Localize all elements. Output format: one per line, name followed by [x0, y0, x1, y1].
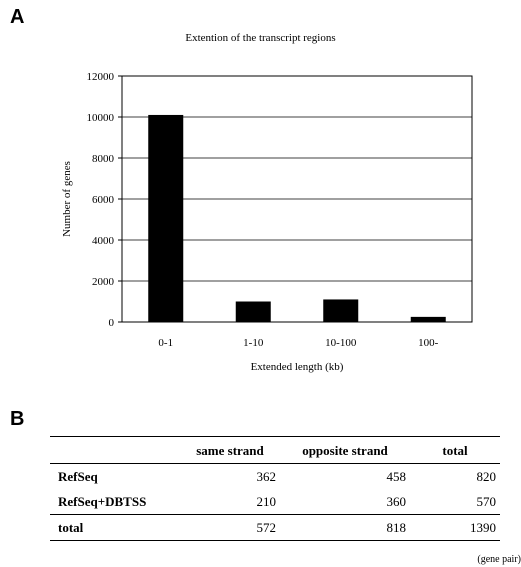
row-label: total: [58, 520, 84, 535]
x-tick-label: 10-100: [325, 337, 357, 349]
panel-letter-a: A: [10, 6, 25, 28]
table-cell: 210: [256, 494, 277, 509]
bar-chart: 0 2000 4000 6000 8000 10000 12000 0-1 1-10 10-100…: [61, 71, 473, 373]
gene-pair-table: same strand opposite strand total RefSeq…: [50, 436, 500, 541]
table-cell: 818: [386, 520, 407, 535]
table-header-row: same strand opposite strand total: [50, 436, 500, 464]
table-row: RefSeq 362 458 820: [50, 464, 500, 490]
chart-title: Extention of the transcript regions: [185, 32, 336, 44]
bars: [148, 114, 446, 322]
y-tick-label: 6000: [92, 194, 115, 206]
unit-note: (gene pair): [477, 554, 521, 565]
bar-0-1: [148, 114, 184, 322]
table-cell: 820: [476, 469, 497, 484]
row-label: RefSeq+DBTSS: [58, 494, 147, 509]
table-header-cell: [50, 437, 180, 464]
y-tick-label: 0: [109, 317, 115, 329]
x-tick-label: 0-1: [158, 337, 173, 349]
bar-1-10: [235, 301, 271, 322]
table-cell: 360: [386, 494, 407, 509]
table-row-total: total 572 818 1390: [50, 514, 500, 541]
x-tick-label: 100-: [418, 337, 439, 349]
plot-frame: [121, 75, 473, 323]
y-tick-label: 8000: [92, 153, 115, 165]
table-cell: 1390: [470, 520, 496, 535]
y-tick-label: 10000: [87, 112, 115, 124]
table-cell: 458: [386, 469, 407, 484]
panel-letter-b: B: [10, 408, 25, 430]
row-label: RefSeq: [58, 469, 98, 484]
bar-100-: [410, 316, 446, 322]
table-cell: 570: [476, 494, 497, 509]
table-cell: 362: [256, 469, 277, 484]
table-header-cell: total: [442, 443, 468, 458]
x-tick-label: 1-10: [243, 337, 264, 349]
table-header-cell: same strand: [196, 443, 264, 458]
y-tick-label: 12000: [87, 71, 115, 83]
tick-labels: 0 2000 4000 6000 8000 10000 12000 0-1 1-10 10-100…: [87, 71, 439, 349]
y-tick-label: 2000: [92, 276, 115, 288]
table-header-cell: opposite strand: [302, 443, 388, 458]
bar-10-100: [323, 299, 359, 322]
y-tick-label: 4000: [92, 235, 115, 247]
table-cell: 572: [256, 520, 277, 535]
x-axis-label: Extended length (kb): [251, 361, 344, 373]
y-axis-label: Number of genes: [61, 161, 73, 237]
table-row: RefSeq+DBTSS 210 360 570: [50, 489, 500, 515]
